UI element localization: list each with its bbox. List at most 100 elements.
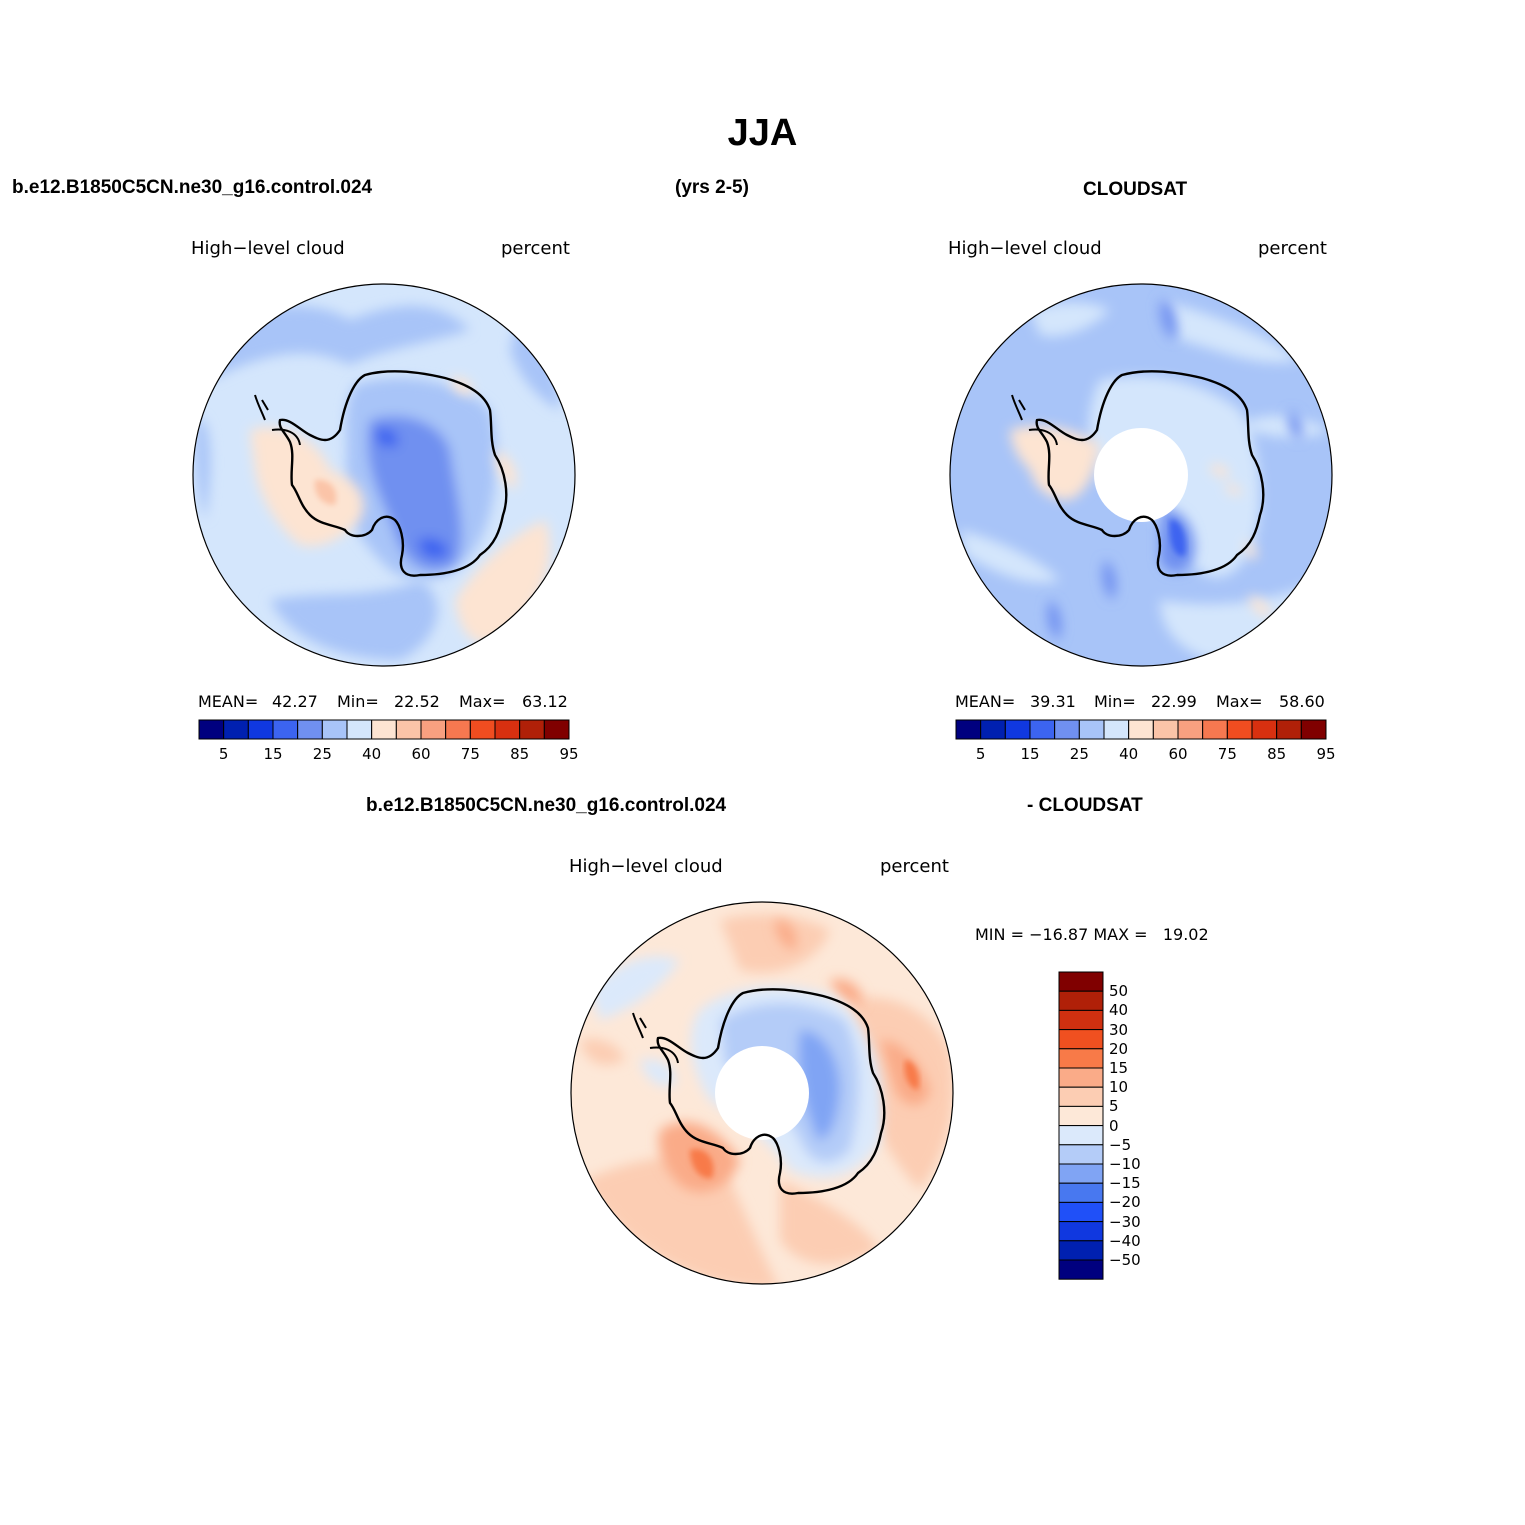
- model-tick-label: 95: [559, 745, 579, 763]
- model-max-value: 63.12: [522, 692, 568, 711]
- diff-tick-label: 20: [1109, 1039, 1129, 1058]
- obs-map: [950, 284, 1332, 666]
- diff-tick-label: 50: [1109, 982, 1129, 1001]
- model-max-label: Max=: [459, 692, 506, 711]
- obs-min-value: 22.99: [1151, 692, 1197, 711]
- diff-tick-label: −20: [1109, 1193, 1141, 1212]
- model-tick-label: 15: [263, 745, 283, 763]
- diff-peninsula-detail: [632, 1012, 679, 1064]
- obs-tick-label: 15: [1020, 745, 1040, 763]
- obs-min-label: Min=: [1094, 692, 1136, 711]
- model-min-value: 22.52: [394, 692, 440, 711]
- obs-tick-label: 75: [1217, 745, 1237, 763]
- model-tick-label: 40: [362, 745, 382, 763]
- diff-colorbar-box: [1058, 1163, 1104, 1184]
- obs-max-label: Max=: [1216, 692, 1263, 711]
- diff-colorbar-box: [1058, 971, 1104, 992]
- model-map: [193, 284, 575, 666]
- obs-tick-label: 60: [1168, 745, 1188, 763]
- case-name-header: b.e12.B1850C5CN.ne30_g16.control.024: [12, 177, 373, 198]
- model-colorbar-box: [247, 719, 274, 740]
- diff-colorbar-box: [1058, 1182, 1104, 1203]
- diff-colorbar-box: [1058, 1240, 1104, 1261]
- diff-map-border: [570, 901, 954, 1285]
- diff-tick-label: 15: [1109, 1059, 1129, 1077]
- obs-colorbar-box: [1128, 719, 1154, 740]
- obs-colorbar-box: [980, 719, 1006, 740]
- model-colorbar-box: [371, 719, 397, 740]
- obs-tick-label: 40: [1119, 745, 1139, 763]
- obs-tick-label: 25: [1069, 745, 1089, 763]
- obs-tick-label: 5: [975, 745, 986, 763]
- diff-map: [571, 902, 953, 1284]
- obs-colorbar-box: [1251, 719, 1278, 740]
- obs-colorbar: [955, 719, 1327, 740]
- diff-colorbar: [1058, 971, 1104, 1280]
- diff-colorbar-box: [1058, 1259, 1104, 1280]
- figure-title: JJA: [727, 112, 798, 154]
- years-header: (yrs 2-5): [675, 177, 749, 198]
- model-field-label: High−level cloud: [191, 238, 345, 259]
- obs-colorbar-box: [1226, 719, 1253, 740]
- model-colorbar-box: [223, 719, 249, 740]
- model-colorbar-box: [321, 719, 348, 740]
- diff-colorbar-box: [1058, 1029, 1104, 1050]
- model-mean-value: 42.27: [272, 692, 318, 711]
- model-colorbar-box: [420, 719, 447, 740]
- diff-tick-label: 10: [1109, 1078, 1129, 1097]
- diff-colorbar-box: [1058, 1144, 1104, 1165]
- obs-colorbar-box: [1276, 719, 1302, 740]
- obs-colorbar-box: [1029, 719, 1056, 740]
- obs-units-label: percent: [1258, 238, 1327, 259]
- obs-field-label: High−level cloud: [948, 238, 1102, 259]
- obs-colorbar-box: [1152, 719, 1179, 740]
- diff-colorbar-box: [1058, 1201, 1104, 1223]
- diff-minmax-label: MIN = −16.87 MAX = 19.02: [975, 925, 1209, 944]
- model-tick-label: 25: [312, 745, 332, 763]
- obs-tick-label: 85: [1267, 745, 1287, 763]
- model-colorbar-box: [494, 719, 521, 740]
- obs-colorbar-box: [1103, 719, 1130, 740]
- model-map-border: [192, 283, 576, 667]
- obs-colorbar-box: [955, 719, 982, 740]
- diff-colorbar-box: [1058, 1221, 1104, 1242]
- obs-colorbar-box: [1054, 719, 1080, 740]
- obs-polar-gap: [1094, 428, 1188, 522]
- diff-colorbar-box: [1058, 1009, 1104, 1031]
- obs-tick-label: 95: [1316, 745, 1336, 763]
- model-tick-label: 5: [218, 745, 229, 763]
- model-colorbar-box: [445, 719, 471, 740]
- diff-tick-label: 40: [1109, 1001, 1129, 1020]
- model-min-label: Min=: [337, 692, 379, 711]
- obs-max-value: 58.60: [1279, 692, 1325, 711]
- model-colorbar-box: [297, 719, 323, 740]
- obs-colorbar-box: [1004, 719, 1031, 740]
- diff-tick-label: −10: [1109, 1155, 1141, 1173]
- obs-mean-label: MEAN=: [955, 692, 1016, 711]
- diff-colorbar-box: [1058, 1105, 1104, 1127]
- model-colorbar-box: [272, 719, 299, 740]
- model-colorbar-box: [395, 719, 422, 740]
- obs-colorbar-box: [1078, 719, 1105, 740]
- model-colorbar-box: [346, 719, 373, 740]
- diff-tick-label: 30: [1109, 1020, 1129, 1039]
- model-colorbar-box: [519, 719, 545, 740]
- diff-tick-label: −15: [1109, 1174, 1141, 1193]
- model-tick-label: 85: [510, 745, 530, 763]
- diff-units-label: percent: [880, 856, 949, 877]
- model-peninsula-detail: [254, 394, 301, 446]
- model-colorbar: [198, 719, 570, 740]
- model-mean-label: MEAN=: [198, 692, 259, 711]
- diff-tick-label: −5: [1109, 1135, 1132, 1154]
- diff-tick-label: 0: [1109, 1116, 1119, 1135]
- obs-name-header: CLOUDSAT: [1083, 179, 1188, 200]
- diff-polar-gap: [715, 1046, 809, 1140]
- diff-colorbar-box: [1058, 1125, 1104, 1146]
- obs-antarctica-coastline: [1035, 370, 1265, 577]
- diff-tick-label: −40: [1109, 1231, 1141, 1250]
- diff-antarctica-coastline: [656, 988, 886, 1195]
- diff-colorbar-box: [1058, 990, 1104, 1011]
- obs-map-border: [949, 283, 1333, 667]
- diff-field-label: High−level cloud: [569, 856, 723, 877]
